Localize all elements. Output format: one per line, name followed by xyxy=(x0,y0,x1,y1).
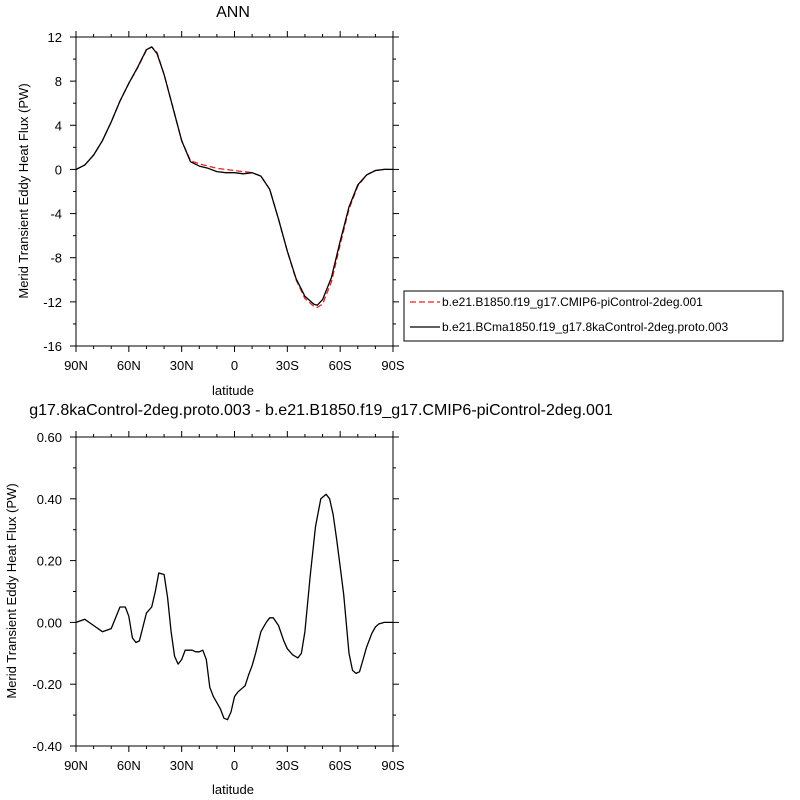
legend: b.e21.B1850.f19_g17.CMIP6-piControl-2deg… xyxy=(403,290,784,342)
top-chart-title: ANN xyxy=(216,4,250,21)
bottom-y-tick-label: 0.40 xyxy=(37,492,62,507)
bottom-y-tick-label: -0.20 xyxy=(32,677,62,692)
top-x-tick-label: 90S xyxy=(381,358,404,373)
bottom-x-tick-label: 60S xyxy=(329,758,352,773)
bottom-series-line-1 xyxy=(75,493,393,721)
top-chart-panel: ANN 90N 60N 30N 0 30S 60S 90S 12 8 4 0 -4 -8 -12 -16 l… xyxy=(16,4,405,398)
bottom-x-tick-label: 30N xyxy=(170,758,194,773)
legend-box xyxy=(403,290,784,342)
top-y-tick-label: 8 xyxy=(55,74,62,89)
top-y-tick-label: -8 xyxy=(50,251,62,266)
top-y-axis-label: Merid Transient Eddy Heat Flux (PW) xyxy=(16,83,31,298)
legend-label-series-1: b.e21.B1850.f19_g17.CMIP6-piControl-2deg… xyxy=(442,295,703,309)
bottom-chart-title: g17.8kaControl-2deg.proto.003 - b.e21.B1… xyxy=(29,402,613,419)
bottom-y-tick-label: -0.40 xyxy=(32,739,62,754)
bottom-y-tick-label: 0.00 xyxy=(37,615,62,630)
top-y-tick-label: 12 xyxy=(48,30,62,45)
bottom-x-tick-label: 60N xyxy=(117,758,141,773)
top-x-axis-label: latitude xyxy=(212,383,254,398)
top-x-tick-label: 60S xyxy=(329,358,352,373)
top-x-tick-label: 0 xyxy=(231,358,238,373)
bottom-y-tick-label: 0.20 xyxy=(37,554,62,569)
bottom-y-tick-label: 0.60 xyxy=(37,430,62,445)
bottom-y-axis-label: Merid Transient Eddy Heat Flux (PW) xyxy=(4,483,19,698)
bottom-x-tick-label: 30S xyxy=(276,758,299,773)
top-x-tick-label: 30S xyxy=(276,358,299,373)
top-x-tick-label: 60N xyxy=(117,358,141,373)
bottom-x-tick-label: 90N xyxy=(64,758,88,773)
bottom-x-tick-label: 90S xyxy=(381,758,404,773)
bottom-x-tick-label: 0 xyxy=(231,758,238,773)
top-series-line-2 xyxy=(75,46,393,306)
top-x-tick-label: 90N xyxy=(64,358,88,373)
top-plot-frame xyxy=(75,36,394,347)
top-y-tick-label: -12 xyxy=(43,295,62,310)
top-x-tick-label: 30N xyxy=(170,358,194,373)
top-series-line-1 xyxy=(75,46,393,309)
top-y-tick-label: 0 xyxy=(55,162,62,177)
top-y-tick-label: -16 xyxy=(43,339,62,354)
top-y-tick-label: -4 xyxy=(50,207,62,222)
bottom-plot-frame xyxy=(75,436,394,747)
legend-label-series-2: b.e21.BCma1850.f19_g17.8kaControl-2deg.p… xyxy=(442,320,729,334)
bottom-x-axis-label: latitude xyxy=(212,782,254,797)
bottom-chart-panel: g17.8kaControl-2deg.proto.003 - b.e21.B1… xyxy=(4,402,613,797)
top-y-tick-label: 4 xyxy=(55,118,62,133)
